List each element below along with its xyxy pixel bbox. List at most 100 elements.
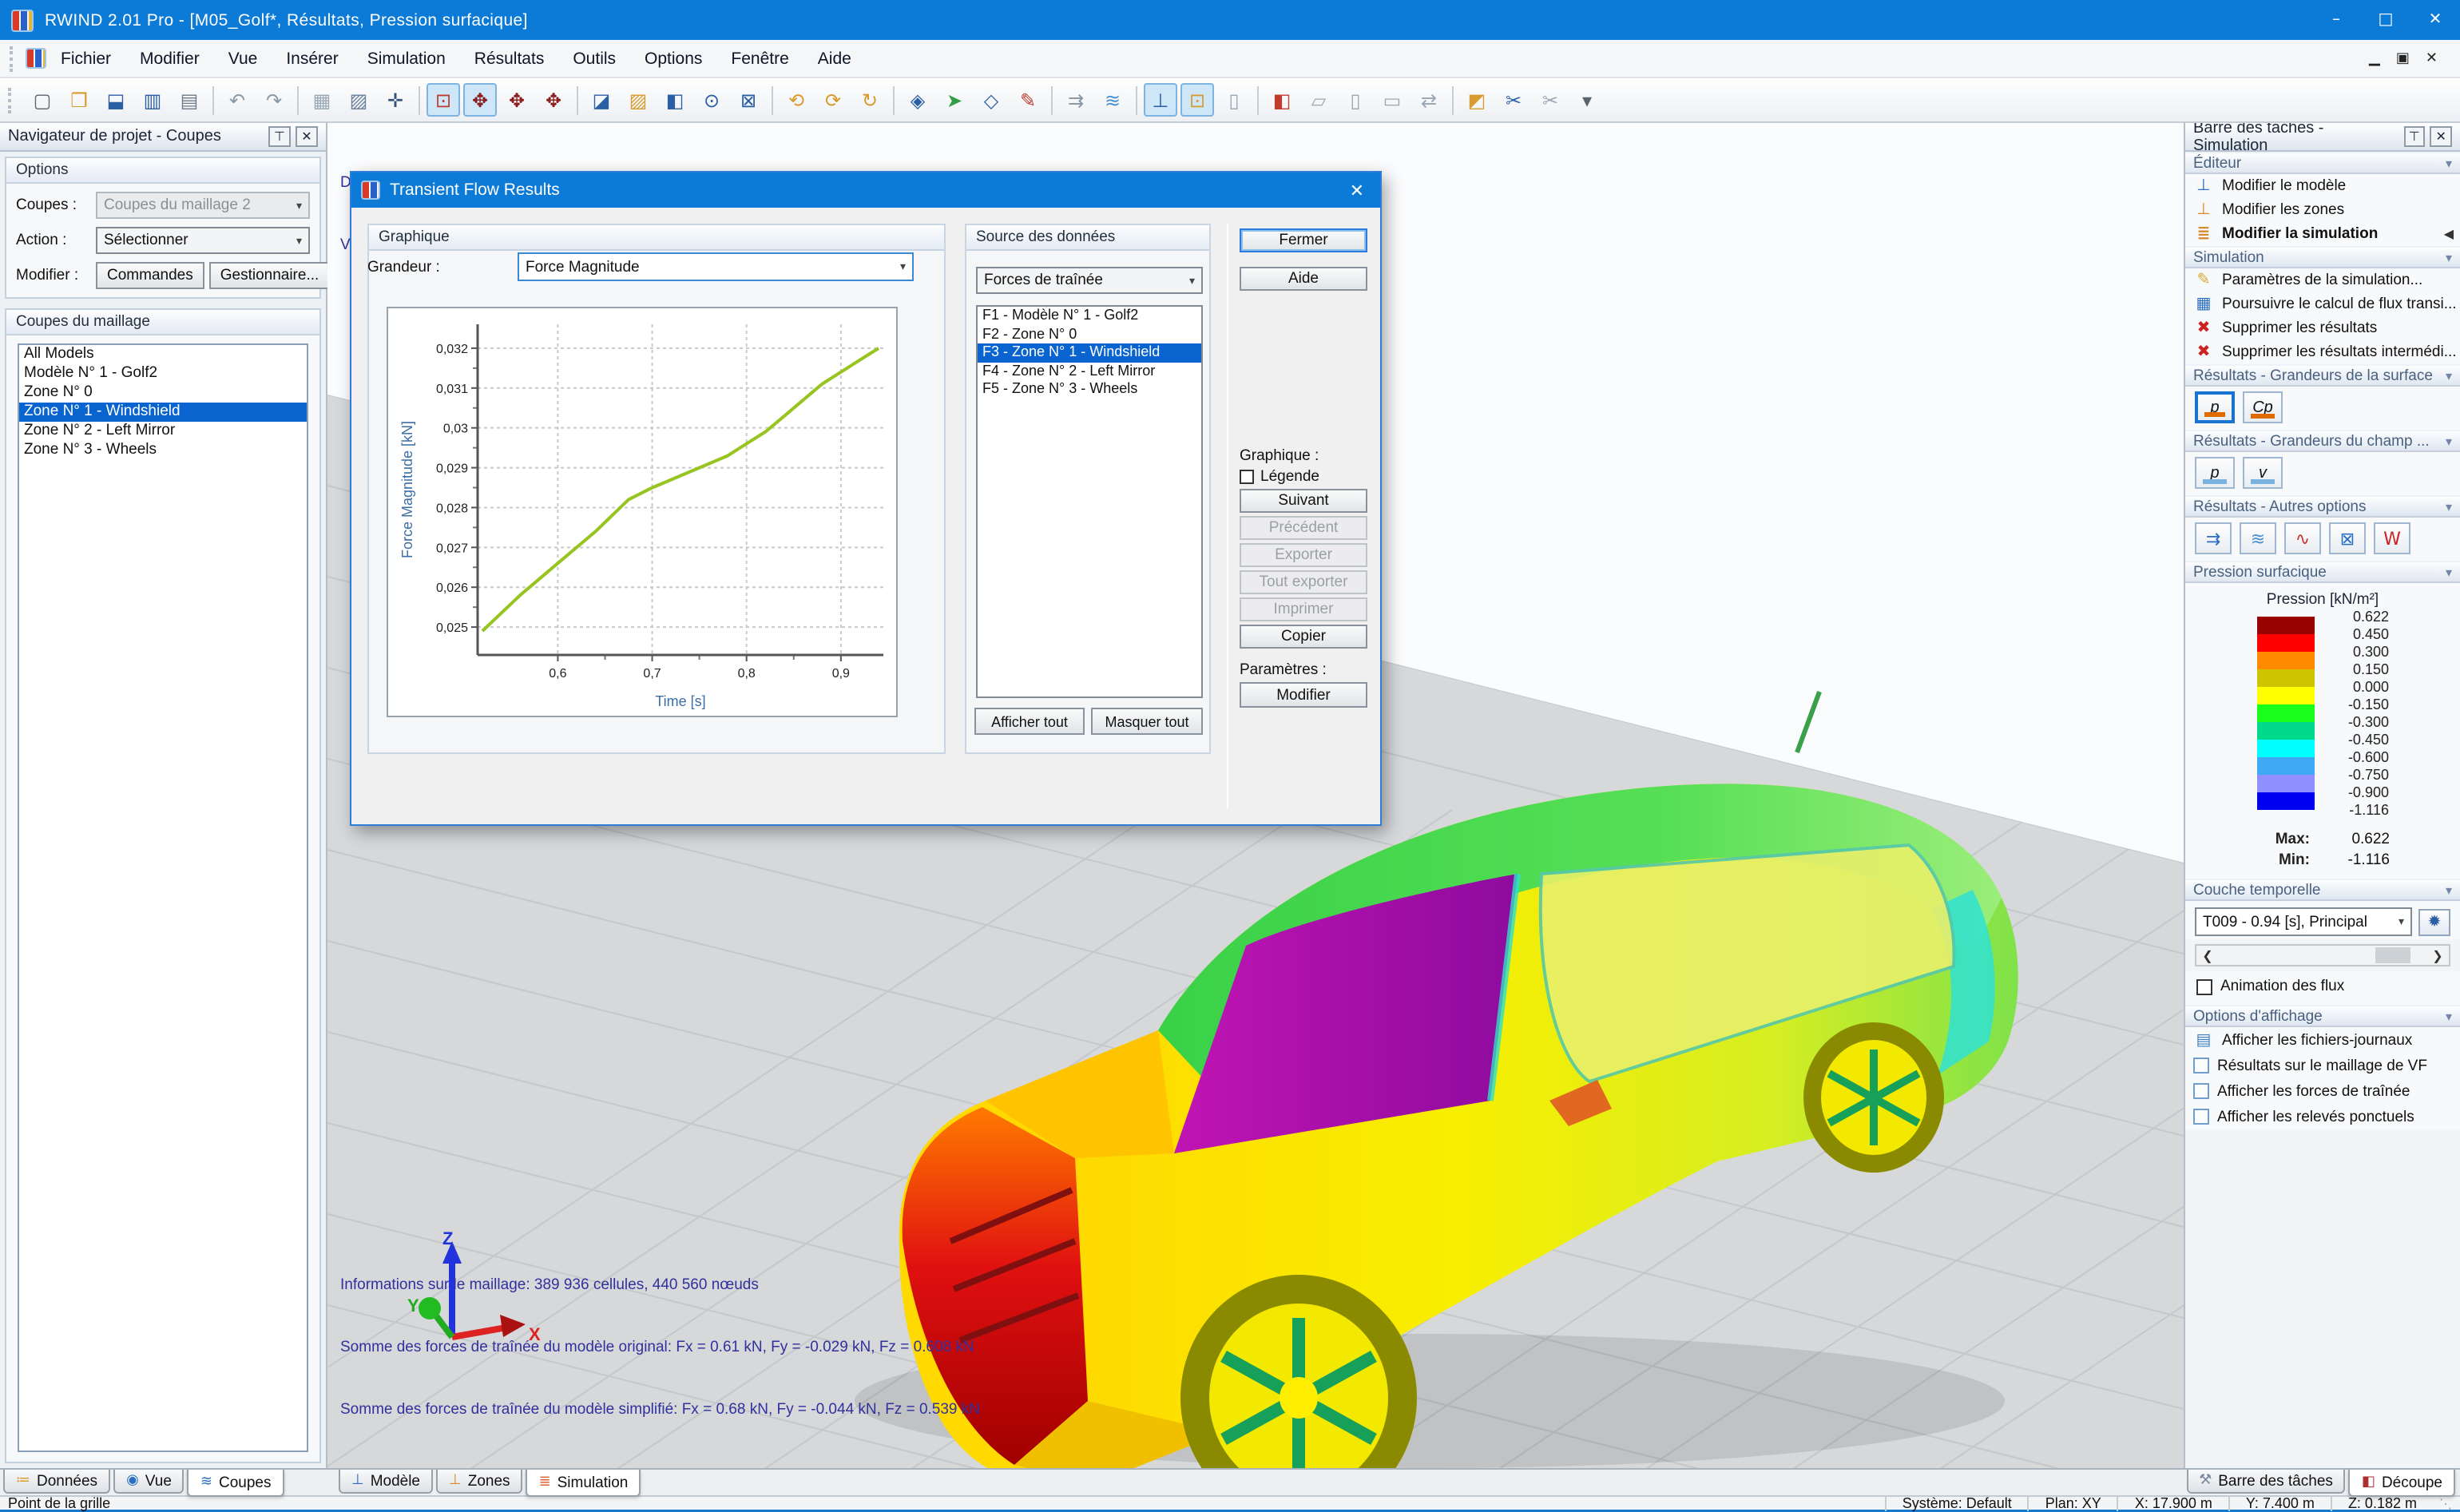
copier-button[interactable]: Copier bbox=[1240, 625, 1367, 649]
suivant-button[interactable]: Suivant bbox=[1240, 489, 1367, 513]
tab-vue[interactable]: ◉ Vue bbox=[113, 1470, 184, 1494]
menu-item[interactable]: Fichier bbox=[61, 49, 112, 68]
manager-button[interactable]: Gestionnaire... bbox=[208, 262, 331, 289]
list-item[interactable]: F3 - Zone N° 1 - Windshield bbox=[978, 343, 1201, 362]
surface-cp-button[interactable]: Cp bbox=[2243, 391, 2283, 423]
section-editeur[interactable]: Éditeur ▾ bbox=[2185, 152, 2460, 174]
view-side-icon[interactable]: ▨ bbox=[629, 89, 648, 111]
scroll-right-icon[interactable]: ❯ bbox=[2432, 948, 2443, 962]
section-other-options[interactable]: Résultats - Autres options ▾ bbox=[2185, 495, 2460, 518]
iso-x-icon[interactable]: ✥ bbox=[463, 83, 497, 117]
coupes-select[interactable]: Coupes du maillage 2 ▾ bbox=[96, 192, 310, 219]
chart-grid-icon[interactable]: ⊠ bbox=[2329, 522, 2366, 554]
cut-icon[interactable]: ✂ bbox=[1505, 89, 1522, 111]
modify-simulation-item[interactable]: ≣ Modifier la simulation ◀ bbox=[2185, 222, 2460, 246]
list-item[interactable]: F2 - Zone N° 0 bbox=[982, 325, 1077, 341]
drag-forces-row[interactable]: Afficher les forces de traînée bbox=[2185, 1078, 2460, 1104]
slab-x-icon[interactable]: ▱ bbox=[1311, 89, 1327, 111]
list-item[interactable]: Zone N° 3 - Wheels bbox=[24, 441, 157, 458]
mdi-close-button[interactable]: ✕ bbox=[2425, 50, 2438, 66]
slab-z-icon[interactable]: ▭ bbox=[1383, 89, 1402, 111]
refine-mesh-icon[interactable]: ▨ bbox=[349, 89, 368, 111]
sep[interactable] bbox=[1257, 85, 1259, 114]
pointer-icon[interactable]: ➤ bbox=[946, 89, 963, 111]
tab-decoupe[interactable]: ◧ Découpe bbox=[2348, 1470, 2455, 1497]
surface-pressure-button[interactable]: p bbox=[2195, 391, 2235, 423]
field-velocity-button[interactable]: v bbox=[2243, 457, 2283, 489]
commands-button[interactable]: Commandes bbox=[96, 262, 204, 289]
menu-item[interactable]: Aide bbox=[817, 49, 851, 68]
pen-colors-icon[interactable]: ✎ bbox=[1019, 89, 1037, 111]
streamlines-icon[interactable]: ≋ bbox=[2240, 522, 2276, 554]
list-item[interactable]: Zone N° 1 - Windshield bbox=[19, 403, 307, 422]
sep[interactable] bbox=[772, 85, 773, 114]
flip-plane-icon[interactable]: ⇄ bbox=[1420, 89, 1438, 111]
save-report-icon[interactable]: ▥ bbox=[143, 89, 162, 111]
mdi-minimize-button[interactable]: ▁ bbox=[2369, 50, 2380, 66]
delete-intermediate-item[interactable]: ✖ Supprimer les résultats intermédi... bbox=[2185, 340, 2460, 364]
mesh-list[interactable]: All Models Modèle N° 1 - Golf2 Zone N° 0 Zo… bbox=[18, 343, 308, 1452]
mdi-restore-button[interactable]: ▣ bbox=[2395, 50, 2410, 66]
maximize-button[interactable]: □ bbox=[2378, 11, 2394, 29]
menu-item[interactable]: Insérer bbox=[286, 49, 339, 68]
menu-item[interactable]: Modifier bbox=[140, 49, 200, 68]
pin-icon[interactable]: ⊤ bbox=[268, 126, 291, 147]
section-surface-pressure[interactable]: Pression surfacique ▾ bbox=[2185, 561, 2460, 583]
precedent-button[interactable]: Précédent bbox=[1240, 516, 1367, 540]
cube-icon[interactable]: ◇ bbox=[983, 89, 999, 111]
point-probes-row[interactable]: Afficher les relevés ponctuels bbox=[2185, 1104, 2460, 1129]
imprimer-button[interactable]: Imprimer bbox=[1240, 597, 1367, 621]
vf-mesh-results-row[interactable]: Résultats sur le maillage de VF bbox=[2185, 1053, 2460, 1078]
flow-arrows-icon[interactable]: ⇉ bbox=[2195, 522, 2232, 554]
time-layer-select[interactable]: T009 - 0.94 [s], Principal ▾ bbox=[2195, 907, 2412, 936]
undo-icon[interactable]: ↶ bbox=[228, 89, 246, 111]
list-item[interactable]: F5 - Zone N° 3 - Wheels bbox=[982, 380, 1138, 396]
model-toggle-icon[interactable]: ⊥ bbox=[1144, 83, 1177, 117]
clip-box-icon[interactable]: ◧ bbox=[1272, 89, 1292, 111]
sep[interactable] bbox=[1136, 85, 1137, 114]
section-display-options[interactable]: Options d'affichage ▾ bbox=[2185, 1005, 2460, 1027]
cut-all-icon[interactable]: ✂ bbox=[1541, 89, 1559, 111]
hide-all-button[interactable]: Masquer tout bbox=[1091, 708, 1203, 735]
minimize-button[interactable]: – bbox=[2332, 11, 2340, 29]
continue-flow-item[interactable]: ▦ Poursuivre le calcul de flux transi... bbox=[2185, 292, 2460, 316]
modify-zones-item[interactable]: ⊥ Modifier les zones bbox=[2185, 198, 2460, 222]
modifier-button[interactable]: Modifier bbox=[1240, 682, 1367, 708]
spin-icon[interactable]: ↻ bbox=[861, 89, 879, 111]
tab-simulation[interactable]: ≣ Simulation bbox=[526, 1470, 641, 1497]
rotate-left-icon[interactable]: ⟲ bbox=[788, 89, 805, 111]
menu-item[interactable]: Vue bbox=[228, 49, 258, 68]
iso-z-icon[interactable]: ✥ bbox=[545, 89, 562, 111]
list-item[interactable]: Zone N° 0 bbox=[24, 383, 93, 401]
log-files-row[interactable]: ▤ Afficher les fichiers-journaux bbox=[2185, 1027, 2460, 1053]
scroll-left-icon[interactable]: ❮ bbox=[2202, 948, 2213, 962]
sep[interactable] bbox=[1452, 85, 1454, 114]
field-pressure-button[interactable]: p bbox=[2195, 457, 2235, 489]
close-icon[interactable]: ✕ bbox=[296, 126, 318, 147]
section-surface-results[interactable]: Résultats - Grandeurs de la surface ▾ bbox=[2185, 364, 2460, 387]
exporter-button[interactable]: Exporter bbox=[1240, 543, 1367, 567]
select-zone-icon[interactable]: ◩ bbox=[1467, 89, 1486, 111]
tab-modele[interactable]: ⊥ Modèle bbox=[339, 1470, 434, 1494]
tout-exporter-button[interactable]: Tout exporter bbox=[1240, 570, 1367, 594]
section-simulation[interactable]: Simulation ▾ bbox=[2185, 246, 2460, 268]
source-list[interactable]: F1 - Modèle N° 1 - Golf2 F2 - Zone N° 0 F3… bbox=[976, 305, 1203, 698]
sep[interactable] bbox=[1051, 85, 1053, 114]
zones-toggle-icon[interactable]: ⊡ bbox=[1180, 83, 1214, 117]
resize-grip[interactable]: ⋱ bbox=[2439, 1496, 2452, 1510]
option-checkbox[interactable] bbox=[2193, 1083, 2209, 1099]
menu-item[interactable]: Fenêtre bbox=[731, 49, 789, 68]
view-top-icon[interactable]: ◧ bbox=[665, 89, 684, 111]
sep[interactable] bbox=[419, 85, 420, 114]
close-button[interactable]: ✕ bbox=[2428, 11, 2442, 29]
zoom-fit-icon[interactable]: ⊠ bbox=[740, 89, 757, 111]
time-settings-button[interactable]: ✹ bbox=[2418, 908, 2450, 935]
option-checkbox[interactable] bbox=[2193, 1058, 2209, 1073]
menu-item[interactable]: Simulation bbox=[367, 49, 446, 68]
close-icon[interactable]: ✕ bbox=[2430, 126, 2452, 147]
iso-y-icon[interactable]: ✥ bbox=[508, 89, 526, 111]
fermer-button[interactable]: Fermer bbox=[1240, 228, 1367, 252]
sep[interactable] bbox=[297, 85, 299, 114]
print-icon[interactable]: ▤ bbox=[180, 89, 199, 111]
toolbar-overflow-icon[interactable]: ▾ bbox=[1581, 89, 1593, 111]
